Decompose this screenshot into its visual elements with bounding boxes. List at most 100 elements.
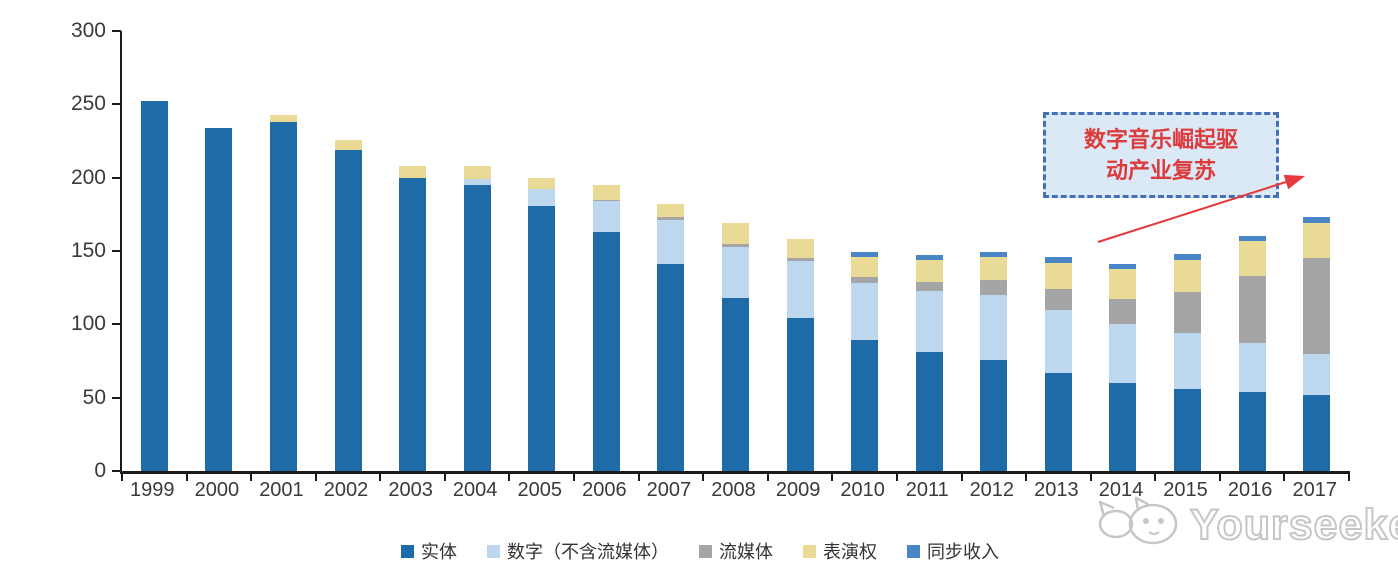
x-axis-tick bbox=[185, 471, 188, 481]
bar-segment-1 bbox=[786, 318, 814, 471]
bar-segment-4 bbox=[592, 185, 620, 200]
bar-segment-4 bbox=[915, 259, 943, 282]
annotation-arrow bbox=[1097, 174, 1305, 243]
x-axis-tick bbox=[1283, 471, 1286, 481]
x-axis-tick bbox=[250, 471, 253, 481]
x-axis-tick bbox=[1089, 471, 1092, 481]
bar-segment-4 bbox=[722, 223, 749, 244]
bar-segment-1 bbox=[528, 205, 556, 471]
bar-segment-5 bbox=[1174, 253, 1202, 260]
bar-segment-5 bbox=[1044, 256, 1072, 263]
bar-segment-4 bbox=[334, 139, 362, 150]
x-axis-label: 2010 bbox=[840, 479, 885, 501]
y-axis-label: 200 bbox=[70, 165, 106, 189]
legend-swatch-2 bbox=[487, 544, 500, 558]
bar-segment-1 bbox=[463, 185, 491, 471]
x-axis-tick bbox=[573, 471, 576, 481]
bar-segment-1 bbox=[980, 359, 1008, 471]
y-axis-tick bbox=[112, 103, 121, 106]
x-axis-label: 2014 bbox=[1098, 479, 1144, 501]
x-axis-label: 2005 bbox=[517, 479, 563, 501]
bar-segment-3 bbox=[1238, 275, 1266, 344]
legend-label-5: 同步收入 bbox=[927, 542, 999, 562]
bar-segment-2 bbox=[980, 295, 1008, 360]
x-axis-label: 2008 bbox=[711, 479, 756, 501]
legend-item-2: 数字（不含流媒体） bbox=[487, 538, 669, 564]
bar-segment-1 bbox=[722, 297, 749, 471]
x-axis-label: 2011 bbox=[905, 479, 949, 501]
bar-segment-3 bbox=[1109, 299, 1137, 325]
bar-segment-2 bbox=[1174, 333, 1202, 389]
bar-segment-4 bbox=[1109, 268, 1137, 300]
bar-segment-2 bbox=[851, 283, 879, 341]
bar-segment-3 bbox=[722, 243, 749, 247]
annotation-line2: 动产业复苏 bbox=[1105, 158, 1216, 183]
y-axis-label: 150 bbox=[70, 239, 106, 262]
bar-segment-4 bbox=[657, 204, 685, 218]
bar-segment-4 bbox=[851, 256, 879, 278]
bar-segment-4 bbox=[528, 177, 556, 190]
legend-item-1: 实体 bbox=[401, 538, 457, 564]
x-axis-label: 2004 bbox=[452, 479, 498, 501]
bar-segment-2 bbox=[915, 290, 943, 353]
bar-segment-2 bbox=[463, 179, 491, 185]
bar-segment-5 bbox=[1109, 264, 1137, 269]
x-axis-label: 1999 bbox=[130, 479, 175, 501]
x-axis-tick bbox=[895, 471, 898, 481]
y-axis-tick bbox=[112, 396, 121, 399]
bar-segment-1 bbox=[657, 264, 685, 471]
bar-segment-1 bbox=[1109, 383, 1137, 471]
x-axis-tick bbox=[314, 471, 317, 481]
bar-segment-3 bbox=[915, 281, 943, 291]
bar-segment-5 bbox=[915, 255, 943, 260]
y-axis-label: 0 bbox=[94, 459, 106, 482]
bar-segment-2 bbox=[592, 201, 620, 232]
bar-segment-1 bbox=[851, 340, 879, 471]
bar-segment-3 bbox=[1174, 292, 1202, 334]
legend-label-2: 数字（不含流媒体） bbox=[507, 542, 669, 562]
y-axis-label: 300 bbox=[70, 19, 106, 42]
bar-segment-1 bbox=[915, 352, 943, 471]
x-axis-labels: 1999 2000 2001 2002 2003 2004 2005 2006 2007 2008… bbox=[120, 479, 1347, 505]
bar-segment-5 bbox=[1303, 217, 1331, 224]
bar-segment-5 bbox=[851, 252, 879, 257]
bar-segment-3 bbox=[1044, 289, 1072, 310]
x-axis-label: 2017 bbox=[1292, 479, 1337, 501]
bar-segment-1 bbox=[1174, 388, 1202, 471]
x-axis-label: 2007 bbox=[646, 479, 692, 501]
bar-segment-4 bbox=[399, 165, 427, 178]
y-axis-tick bbox=[112, 470, 121, 472]
x-axis-tick bbox=[637, 471, 640, 481]
legend-label-4: 表演权 bbox=[823, 542, 877, 562]
x-axis-tick bbox=[1218, 471, 1221, 481]
bar-segment-3 bbox=[851, 277, 879, 284]
bar-segment-2 bbox=[786, 261, 814, 319]
y-axis-tick bbox=[112, 323, 121, 326]
bar-segment-4 bbox=[463, 165, 491, 180]
x-axis-tick bbox=[121, 471, 123, 481]
x-axis-tick bbox=[1348, 471, 1350, 481]
legend-label-1: 实体 bbox=[421, 542, 457, 562]
bar-segment-4 bbox=[269, 114, 297, 122]
bar-segment-1 bbox=[592, 231, 620, 471]
x-axis-label: 2015 bbox=[1163, 479, 1208, 501]
bar-segment-3 bbox=[657, 217, 685, 221]
legend-swatch-5 bbox=[907, 544, 920, 558]
chart-legend: 实体 数字（不含流媒体） 流媒体 表演权 同步收入 bbox=[60, 538, 1340, 564]
plot-area bbox=[120, 31, 1350, 481]
x-axis-label: 2016 bbox=[1227, 479, 1273, 501]
bar-segment-2 bbox=[1109, 324, 1137, 383]
y-axis-label: 50 bbox=[82, 385, 106, 409]
x-axis-tick bbox=[960, 471, 963, 481]
legend-item-4: 表演权 bbox=[803, 538, 877, 564]
bar-segment-1 bbox=[140, 101, 168, 471]
x-axis-label: 2000 bbox=[194, 479, 240, 501]
bar-segment-1 bbox=[1303, 394, 1331, 471]
legend-swatch-3 bbox=[699, 544, 712, 558]
bar-segment-4 bbox=[1303, 223, 1331, 259]
x-axis-label: 2002 bbox=[323, 479, 369, 501]
y-axis-tick bbox=[112, 250, 121, 252]
x-axis-tick bbox=[831, 471, 834, 481]
legend-swatch-1 bbox=[401, 544, 414, 558]
